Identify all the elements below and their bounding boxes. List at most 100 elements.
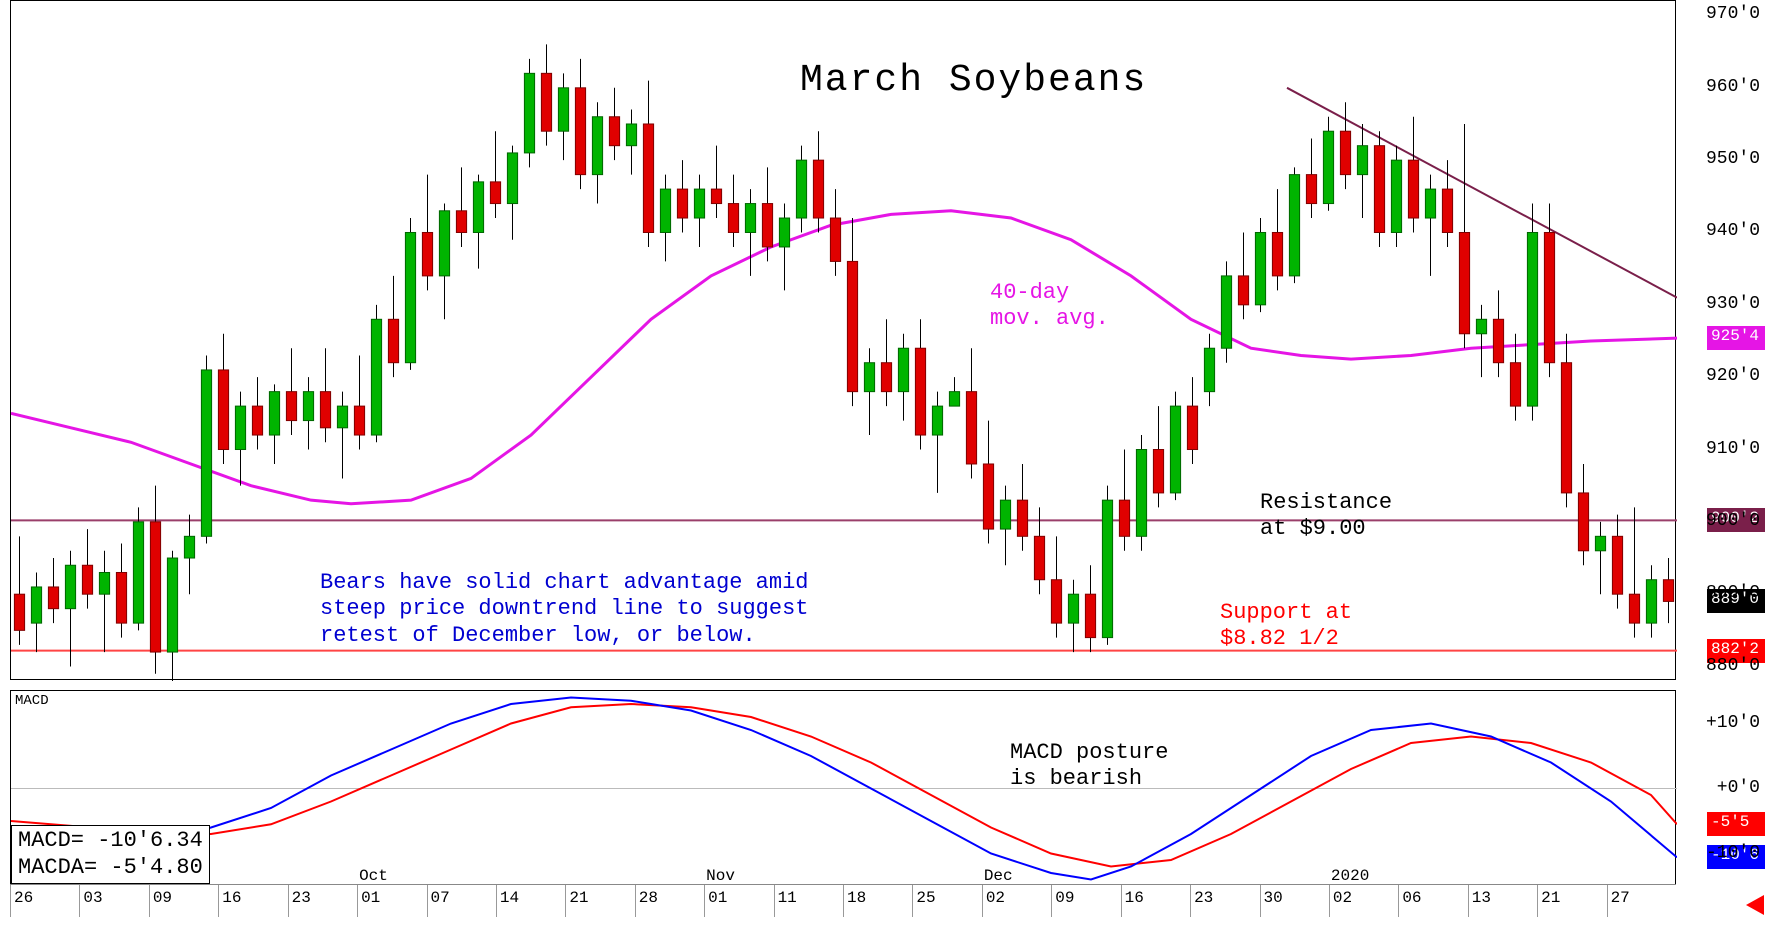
candle-body — [1119, 500, 1129, 536]
candle-body — [813, 160, 823, 218]
candle-body — [796, 160, 806, 218]
support-label: Support at $8.82 1/2 — [1220, 600, 1352, 653]
price-ytick: 960'0 — [1706, 77, 1760, 97]
candle-body — [235, 406, 245, 449]
candle-body — [1034, 536, 1044, 579]
candle-body — [1544, 232, 1554, 362]
candle-body — [1051, 580, 1061, 623]
candle-body — [456, 211, 466, 233]
candle-body — [1017, 500, 1027, 536]
xtick: 21 — [1537, 885, 1610, 917]
candle-body — [82, 565, 92, 594]
candle-body — [932, 406, 942, 435]
candle-body — [609, 117, 619, 146]
price-ytick: 880'0 — [1706, 656, 1760, 676]
candle-body — [1357, 146, 1367, 175]
candle-body — [1510, 363, 1520, 406]
candle-body — [1493, 319, 1503, 362]
xtick: 30 — [1260, 885, 1333, 917]
price-y-axis: 880'0890'0900'0910'0920'0930'0940'0950'0… — [1676, 0, 1766, 680]
xtick: 14 — [496, 885, 569, 917]
xtick: 23 — [1190, 885, 1263, 917]
candle-body — [116, 572, 126, 623]
candle-body — [507, 153, 517, 204]
candle-body — [864, 363, 874, 392]
candle-body — [1102, 500, 1112, 637]
scroll-right-arrow-icon[interactable] — [1746, 895, 1764, 915]
month-marker: Dec — [984, 867, 1013, 885]
candle-body — [966, 392, 976, 464]
candle-body — [371, 319, 381, 435]
candle-body — [1374, 146, 1384, 233]
candle-body — [847, 261, 857, 391]
macd-y-axis: -10'0+0'0+10'0 — [1676, 690, 1766, 885]
candle-body — [643, 124, 653, 233]
month-marker: Nov — [706, 867, 735, 885]
xtick: 02 — [982, 885, 1055, 917]
candle-body — [1629, 594, 1639, 623]
ma40-line — [11, 211, 1677, 504]
chart-container: 925'4900'2889'0882'2 880'0890'0900'0910'… — [0, 0, 1766, 929]
macd-value: MACD= -10'6.34 — [18, 828, 203, 854]
candle-body — [983, 464, 993, 529]
candle-body — [745, 204, 755, 233]
candle-body — [1068, 594, 1078, 623]
xtick: 09 — [1051, 885, 1124, 917]
candle-body — [405, 232, 415, 362]
resistance-label: Resistance at $9.00 — [1260, 490, 1392, 543]
commentary-text: Bears have solid chart advantage amid st… — [320, 570, 808, 649]
candle-body — [881, 363, 891, 392]
xtick: 16 — [1121, 885, 1194, 917]
candle-body — [354, 406, 364, 435]
candle-body — [558, 88, 568, 131]
candle-body — [898, 348, 908, 391]
candle-body — [1306, 175, 1316, 204]
candle-body — [762, 204, 772, 247]
xtick: 11 — [774, 885, 847, 917]
price-ytick: 890'0 — [1706, 583, 1760, 603]
candle-body — [150, 522, 160, 652]
candle-body — [1442, 189, 1452, 232]
candle-body — [337, 406, 347, 428]
candle-body — [439, 211, 449, 276]
candle-body — [660, 189, 670, 232]
candle-body — [626, 124, 636, 146]
candle-body — [1476, 319, 1486, 333]
candle-body — [48, 587, 58, 609]
candle-body — [14, 594, 24, 630]
candle-body — [592, 117, 602, 175]
candle-body — [1289, 175, 1299, 276]
candle-body — [1391, 160, 1401, 232]
candle-body — [422, 232, 432, 275]
candle-body — [1085, 594, 1095, 637]
candle-body — [320, 392, 330, 428]
candle-body — [694, 189, 704, 218]
candle-body — [1238, 276, 1248, 305]
price-ytick: 940'0 — [1706, 221, 1760, 241]
chart-title: March Soybeans — [800, 58, 1147, 104]
macd-posture-text: MACD posture is bearish — [1010, 740, 1168, 793]
candle-body — [1153, 450, 1163, 493]
candle-body — [269, 392, 279, 435]
candle-body — [252, 406, 262, 435]
candle-body — [575, 88, 585, 175]
candle-body — [1663, 580, 1673, 602]
ma-label: 40-day mov. avg. — [990, 280, 1109, 333]
candle-body — [133, 522, 143, 623]
price-ytick: 930'0 — [1706, 294, 1760, 314]
xtick: 26 — [10, 885, 83, 917]
candle-body — [473, 182, 483, 233]
candle-body — [711, 189, 721, 203]
xtick: 25 — [912, 885, 985, 917]
candle-body — [167, 558, 177, 652]
macd-panel[interactable]: MACD MACD= -10'6.34 MACDA= -5'4.80 -5'5-… — [10, 690, 1676, 885]
xtick: 09 — [149, 885, 222, 917]
candle-body — [949, 392, 959, 406]
macd-values-box: MACD= -10'6.34 MACDA= -5'4.80 — [11, 825, 210, 884]
macd-ytick: +10'0 — [1706, 713, 1760, 733]
xtick: 02 — [1329, 885, 1402, 917]
candle-body — [1612, 536, 1622, 594]
candle-body — [1527, 232, 1537, 406]
xtick: 13 — [1468, 885, 1541, 917]
candle-body — [65, 565, 75, 608]
